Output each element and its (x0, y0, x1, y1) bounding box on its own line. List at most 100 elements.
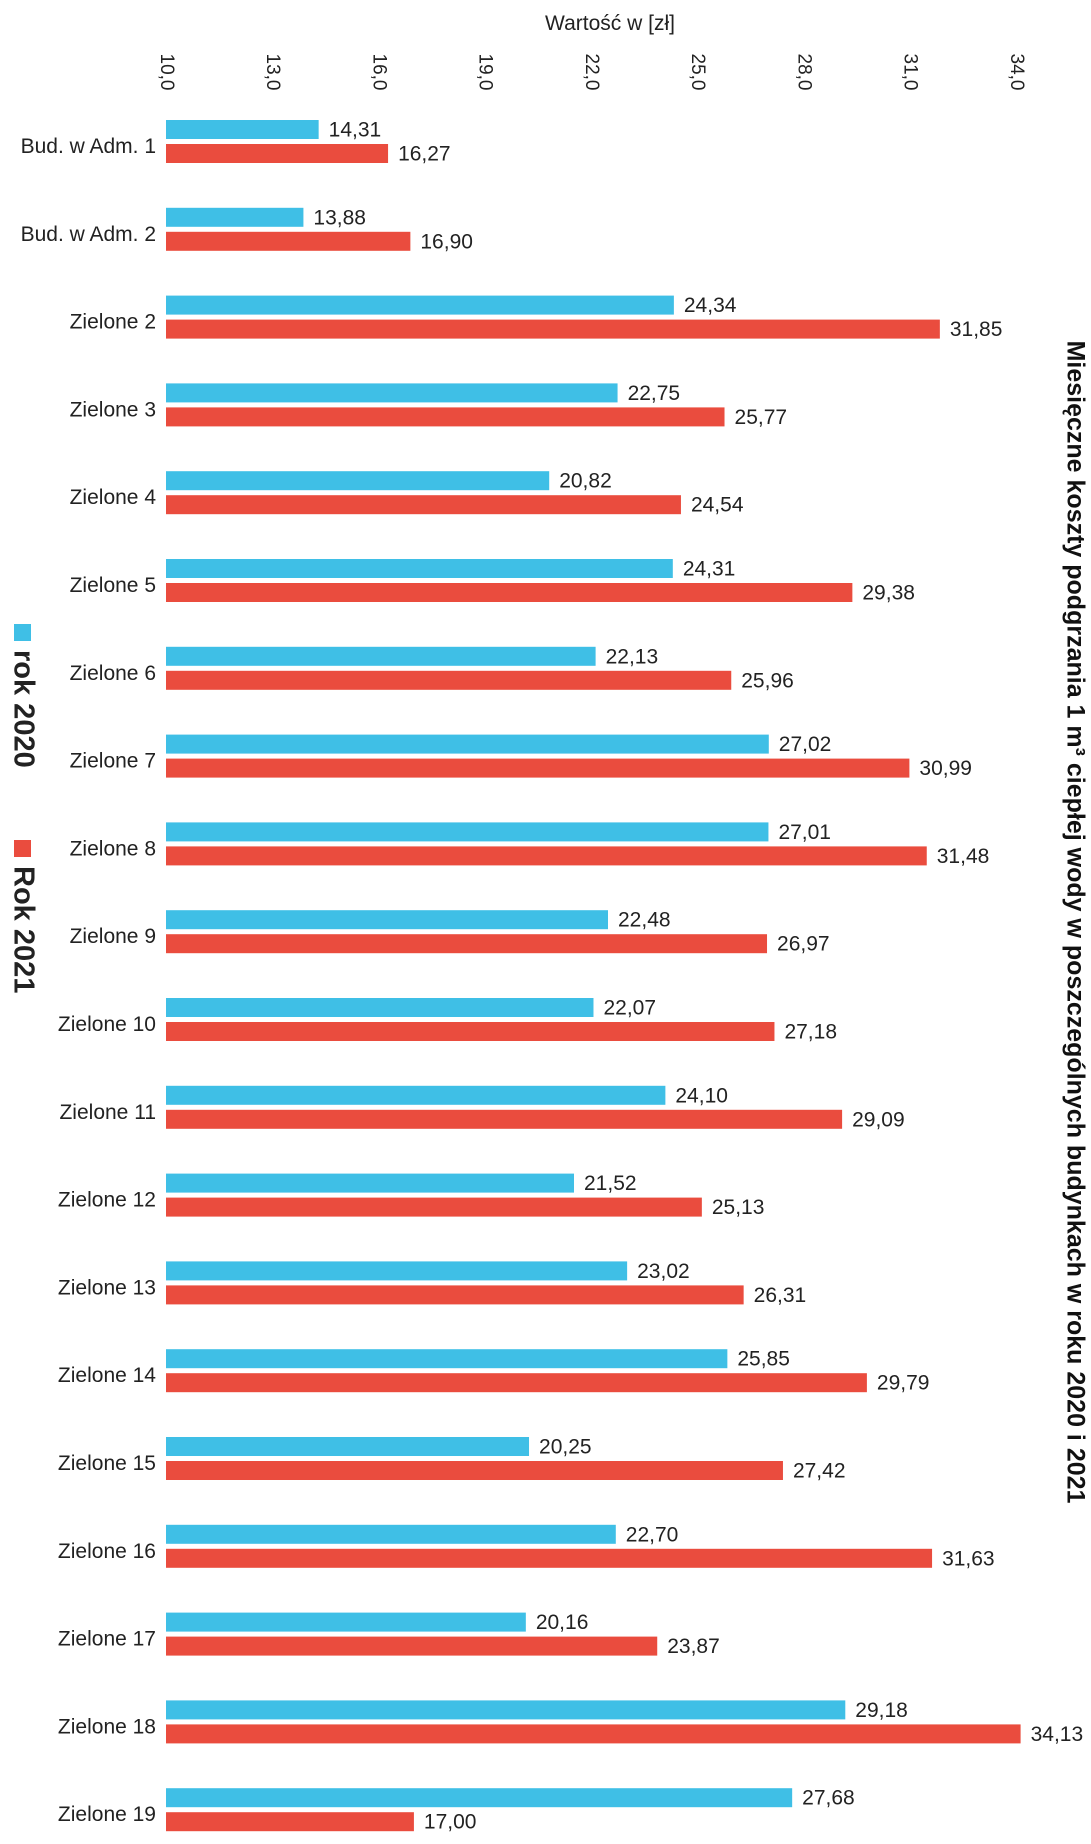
data-label: 34,13 (1031, 1723, 1084, 1746)
bar-2021 (166, 144, 389, 163)
bar-2020 (166, 207, 304, 227)
bar-2020 (166, 1261, 628, 1281)
x-tick-label: 13,0 (262, 54, 283, 91)
bar-2021 (166, 1548, 933, 1568)
data-label: 25,77 (735, 406, 788, 429)
legend-label-2021: Rok 2021 (7, 866, 39, 993)
category-label: Zielone 11 (59, 1101, 156, 1124)
data-label: 30,99 (919, 757, 972, 780)
bars (166, 120, 1021, 1832)
data-label: 31,85 (950, 318, 1003, 341)
data-label: 24,34 (684, 294, 737, 317)
data-label: 22,07 (603, 997, 656, 1020)
category-label: Zielone 17 (58, 1628, 156, 1651)
category-label: Zielone 6 (70, 662, 156, 685)
bar-2021 (166, 1461, 783, 1480)
data-label: 31,63 (942, 1547, 995, 1570)
bar-2020 (166, 1349, 728, 1369)
category-label: Zielone 13 (58, 1276, 156, 1299)
data-label: 16,90 (420, 230, 473, 253)
bar-2020 (166, 559, 673, 578)
data-label: 23,02 (637, 1260, 690, 1283)
data-label: 24,54 (691, 494, 744, 517)
data-label: 29,79 (877, 1372, 930, 1395)
data-label: 26,31 (754, 1284, 807, 1307)
bar-2021 (166, 319, 940, 339)
value-labels: 14,31 16,27 13,88 16,90 24,34 31,85 22,75 25,77… (313, 119, 1083, 1834)
category-label: Bud. w Adm. 2 (21, 223, 156, 246)
x-tick-label: 10,0 (156, 54, 177, 91)
category-label: Zielone 15 (58, 1452, 156, 1475)
data-label: 24,31 (683, 558, 736, 581)
data-label: 14,31 (329, 119, 382, 142)
category-label: Zielone 14 (58, 1364, 156, 1387)
data-label: 27,42 (793, 1460, 846, 1483)
data-label: 22,70 (626, 1523, 679, 1546)
bar-2020 (166, 1612, 526, 1632)
bar-2021 (166, 231, 411, 251)
bar-2020 (166, 646, 596, 666)
bar-2021 (166, 758, 910, 778)
data-label: 29,18 (855, 1699, 908, 1722)
bar-2021 (166, 495, 681, 515)
x-tick-label: 28,0 (793, 54, 814, 91)
bar-2020 (166, 1437, 530, 1456)
category-label: Zielone 4 (70, 486, 157, 509)
data-label: 31,48 (937, 845, 990, 868)
data-label: 23,87 (667, 1635, 720, 1658)
bar-2020 (166, 120, 319, 139)
bar-2020 (166, 383, 618, 403)
category-label: Zielone 18 (58, 1715, 156, 1738)
data-label: 20,16 (536, 1611, 589, 1634)
category-label: Bud. w Adm. 1 (21, 135, 156, 158)
bar-2020 (166, 1788, 793, 1808)
bar-2021 (166, 407, 725, 427)
data-label: 16,27 (398, 143, 451, 166)
bar-2020 (166, 1085, 666, 1105)
bar-2021 (166, 1285, 744, 1305)
legend: rok 2020 Rok 2021 (7, 624, 39, 993)
bar-2020 (166, 1173, 574, 1193)
x-axis-ticks: 10,0 13,0 16,0 19,0 22,0 25,0 28,0 31,0 34,0 (156, 54, 1027, 91)
data-label: 27,02 (779, 733, 832, 756)
category-label: Zielone 12 (58, 1189, 156, 1212)
data-label: 25,96 (741, 669, 794, 692)
category-label: Zielone 7 (70, 750, 156, 773)
bar-2021 (166, 1812, 414, 1832)
bar-2021 (166, 1724, 1021, 1744)
bar-2021 (166, 583, 853, 602)
data-label: 29,09 (852, 1108, 905, 1131)
data-label: 25,13 (712, 1196, 765, 1219)
category-label: Zielone 9 (70, 925, 156, 948)
bar-2020 (166, 295, 674, 315)
bar-2020 (166, 1700, 846, 1720)
bar-2020 (166, 734, 769, 754)
data-label: 22,75 (628, 382, 681, 405)
bar-2020 (166, 998, 594, 1017)
data-label: 27,68 (802, 1787, 855, 1810)
data-label: 13,88 (313, 206, 366, 229)
data-label: 22,13 (606, 645, 659, 668)
bar-2021 (166, 1197, 702, 1217)
x-tick-label: 31,0 (900, 54, 921, 91)
category-label: Zielone 8 (70, 837, 156, 860)
bar-2020 (166, 471, 550, 491)
category-label: Zielone 3 (70, 398, 156, 421)
bar-2021 (166, 934, 768, 954)
data-label: 25,85 (737, 1348, 790, 1371)
bar-2021 (166, 1022, 775, 1041)
category-label: Zielone 19 (58, 1803, 156, 1826)
data-label: 26,97 (777, 933, 830, 956)
data-label: 27,18 (784, 1021, 837, 1044)
bar-2021 (166, 1373, 867, 1393)
data-label: 17,00 (424, 1811, 477, 1834)
bar-2021 (166, 670, 732, 690)
x-axis-title: Wartość w [zł] (545, 12, 675, 35)
bar-2021 (166, 846, 927, 866)
data-label: 27,01 (778, 821, 831, 844)
bar-2021 (166, 1109, 843, 1129)
bar-2020 (166, 822, 769, 842)
data-label: 24,10 (675, 1084, 728, 1107)
x-tick-label: 16,0 (368, 54, 389, 91)
